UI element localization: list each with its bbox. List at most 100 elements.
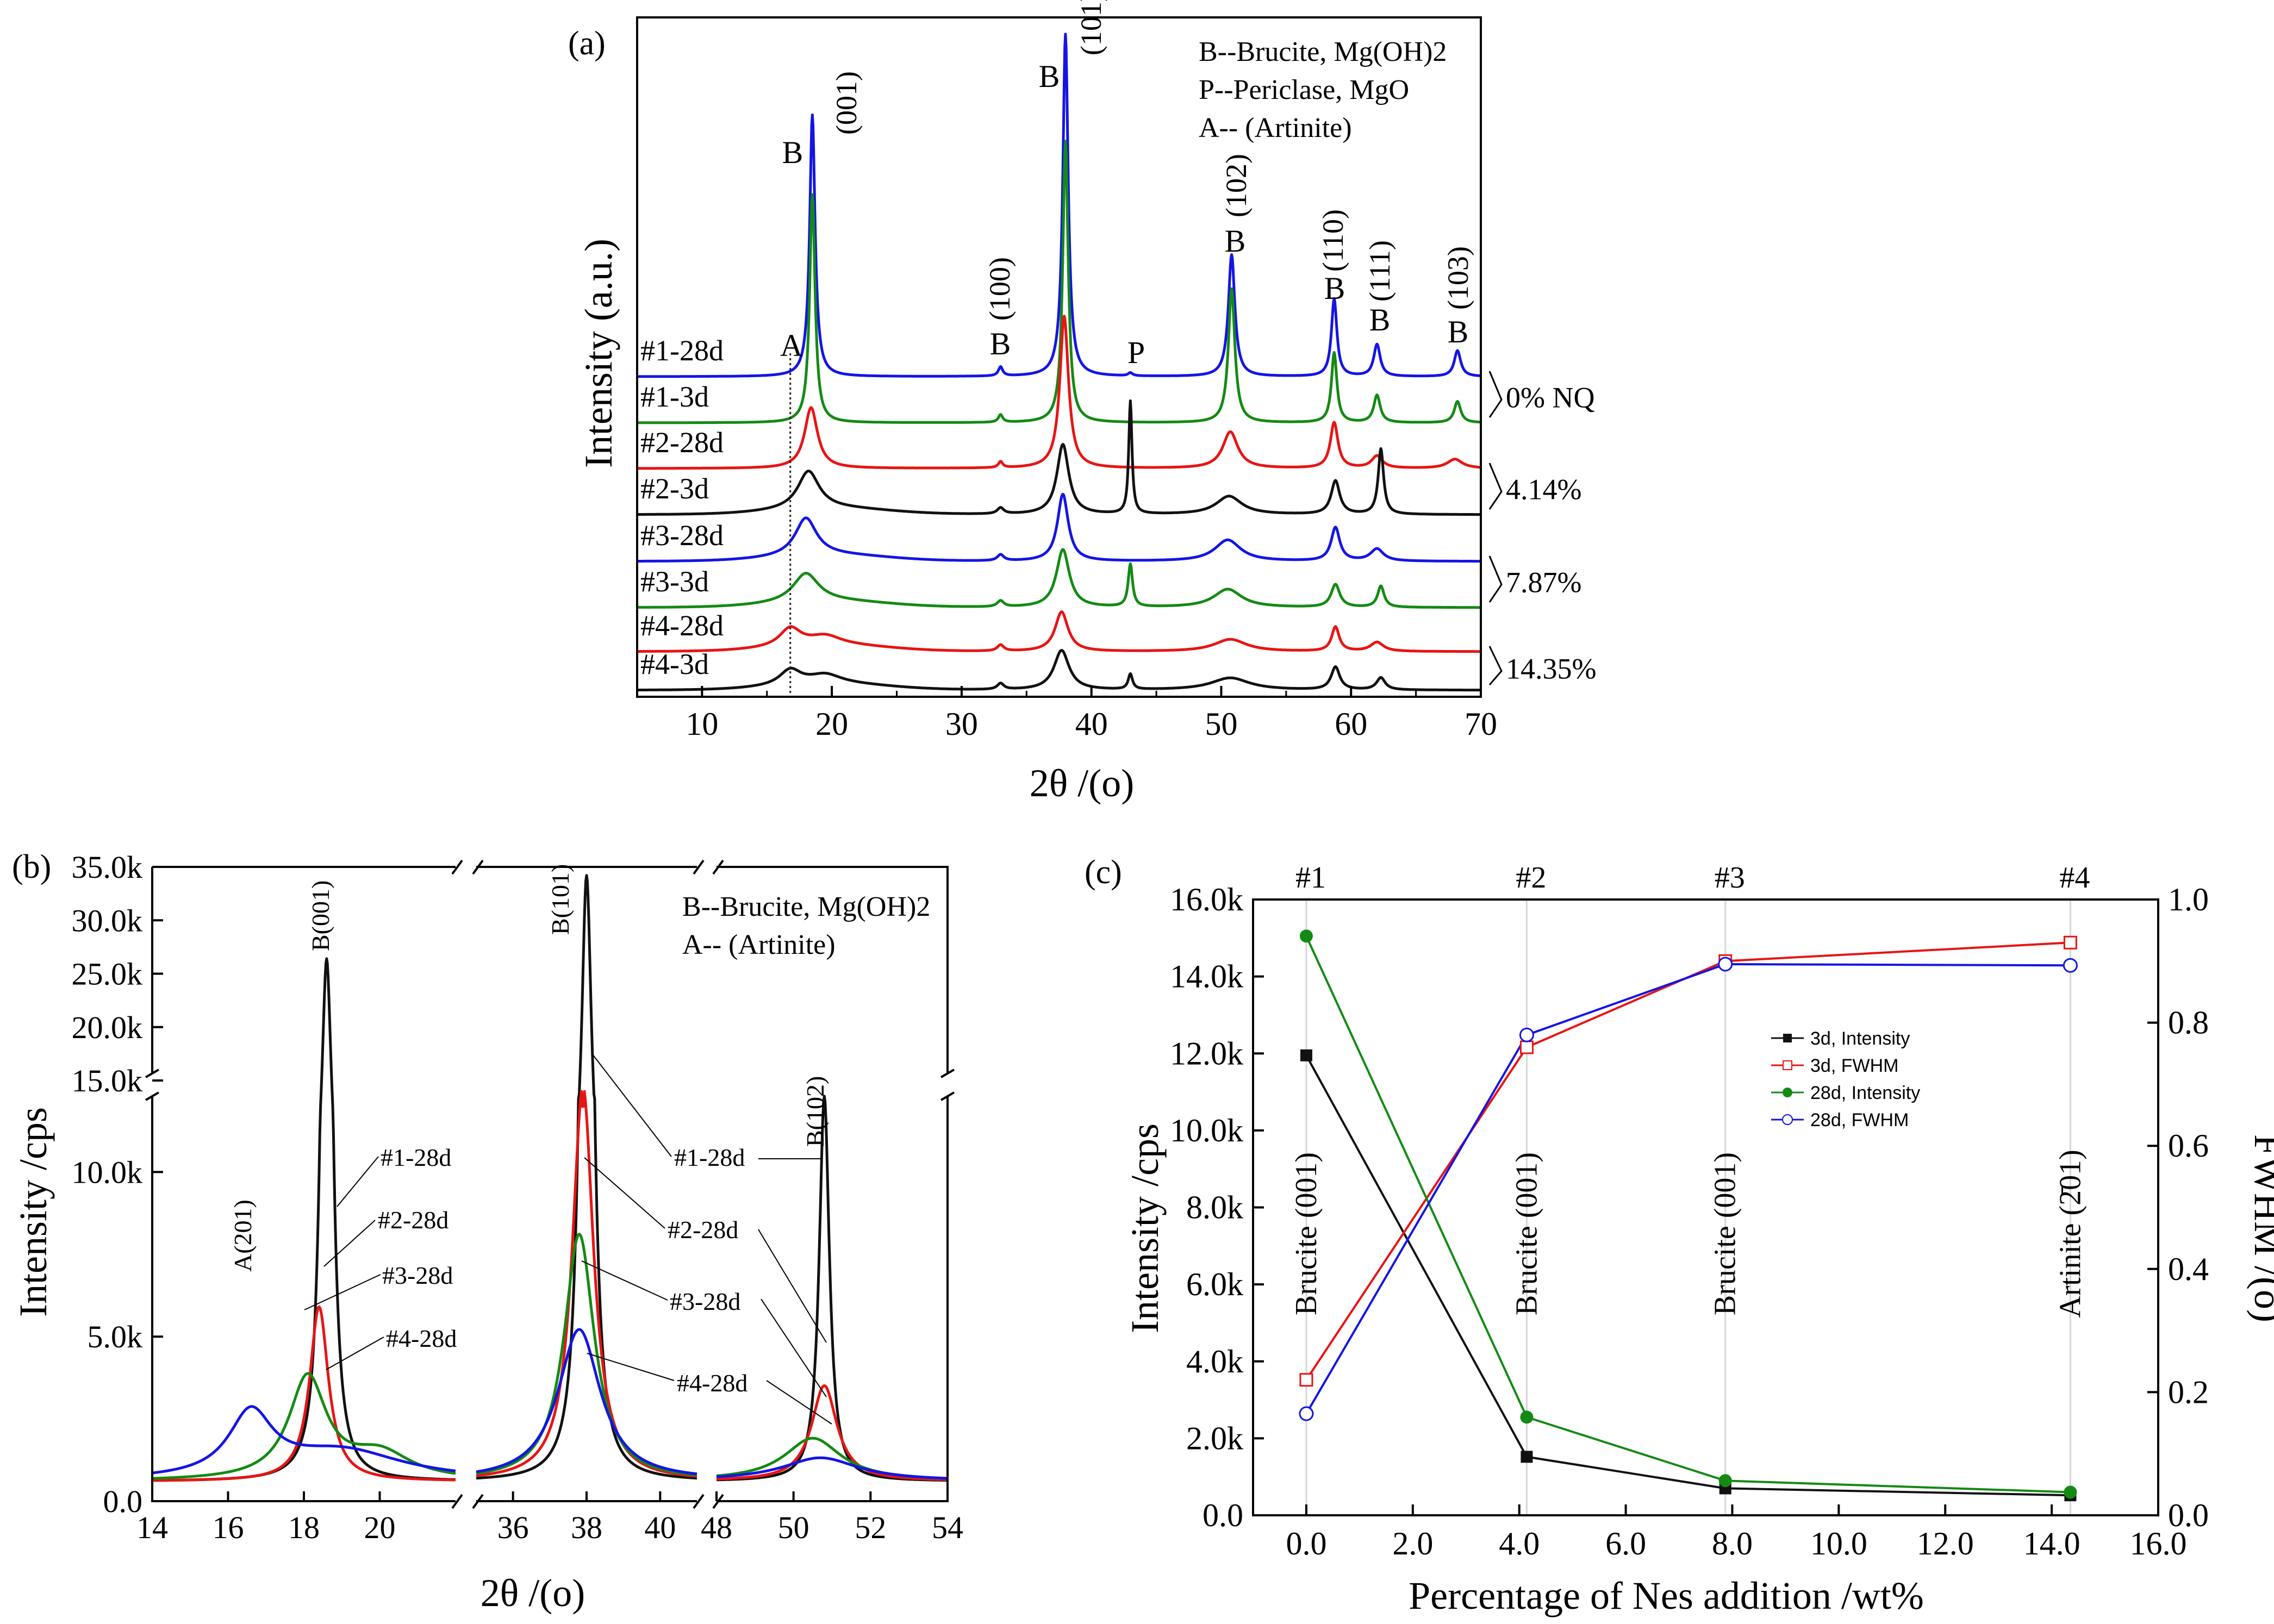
marker-28d-intensity-3	[2064, 1485, 2077, 1499]
hkl-label-111: (111)	[1363, 240, 1396, 302]
panel-a-frame	[636, 16, 1482, 698]
marker-28d-intensity-1	[1520, 1410, 1534, 1424]
trace-2-28d	[636, 315, 1482, 470]
panel-b: (b) Intensity /cps 2θ /(o) B--Brucite, M…	[11, 848, 963, 1615]
panel-c-ytick-label-6-0k: 6.0k	[1186, 1266, 1243, 1302]
trace-3-28d-segment-0	[151, 1372, 457, 1480]
legend-label-3d-fwhm: 3d, FWHM	[1810, 1055, 1898, 1076]
panel-c-ytick-label-0-0: 0.0	[1203, 1497, 1243, 1533]
peak-label-b-0: B	[782, 135, 803, 170]
legend-marker-3d-fwhm	[1783, 1060, 1792, 1070]
line-28d-intensity	[1305, 935, 2071, 1494]
panel-b-ytick-label-5-0k: 5.0k	[88, 1319, 143, 1354]
panel-b-xtick-label-52: 52	[855, 1510, 886, 1545]
curve-label-right-2-28d: #2-28d	[668, 1216, 738, 1244]
series-label-3-3d: #3-3d	[640, 565, 709, 598]
hkl-label-103: (103)	[1442, 246, 1474, 310]
panel-a-legend: B--Brucite, Mg(OH)2 P--Periclase, MgO A-…	[1199, 36, 1447, 143]
panel-c-y2tick-label-0-2: 0.2	[2168, 1374, 2209, 1410]
peak-label-b-101: B(101)	[546, 864, 574, 935]
panel-c-xtick-label-14.0: 14.0	[2023, 1526, 2080, 1561]
curve-label-right-4-28d: #4-28d	[677, 1369, 747, 1397]
panel-c-y2tick-label-0-6: 0.6	[2168, 1128, 2209, 1164]
panel-c-y2label: FWHM /(o)	[2246, 1134, 2274, 1322]
marker-28d-fwhm-3	[2063, 958, 2078, 973]
curve-label-right-1-28d: #1-28d	[674, 1144, 745, 1171]
panel-c-ytick-label-12-0k: 12.0k	[1170, 1035, 1243, 1071]
vertical-label-1: Brucite (001)	[1510, 1152, 1543, 1315]
marker-28d-intensity-0	[1299, 929, 1313, 943]
trace-3-28d	[636, 492, 1482, 563]
panel-b-ytick-label-0-0: 0.0	[103, 1484, 143, 1519]
trace-4-28d	[636, 610, 1482, 653]
panel-b-axes: 0.0 5.0k 10.0k 15.0k 20.0k 25.0k 30.0k 35.0k 14 1…	[72, 850, 964, 1545]
group-label-7-87: 7.87%	[1506, 566, 1581, 599]
trace-3-28d-segment-1	[475, 1233, 698, 1477]
peak-label-b-2: B	[1039, 59, 1060, 94]
pointer-right-0	[592, 1054, 672, 1157]
pointer-right-2	[581, 1260, 668, 1301]
panel-b-xtick-label-36: 36	[497, 1510, 529, 1545]
legend-label-28d-intensity: 28d, Intensity	[1810, 1083, 1920, 1103]
trace-1-28d-segment-2	[715, 1095, 949, 1482]
panel-b-ytick-label-10-0k: 10.0k	[72, 1154, 143, 1190]
pointer-right-1	[584, 1157, 665, 1229]
trace-3-3d	[636, 548, 1482, 609]
panel-c-label: (c)	[1085, 854, 1122, 891]
panel-c-ytick-label-8-0k: 8.0k	[1186, 1190, 1243, 1226]
panel-c-ytick-label-4-0k: 4.0k	[1186, 1344, 1243, 1379]
panel-b-ytick-label-20-0k: 20.0k	[72, 1010, 143, 1045]
trace-2-28d-segment-2	[715, 1384, 949, 1482]
marker-3d-fwhm-3	[2063, 935, 2077, 950]
panel-b-xtick-label-14: 14	[136, 1510, 168, 1545]
marker-28d-fwhm-2	[1718, 957, 1733, 972]
panel-b-xtick-label-38: 38	[571, 1510, 602, 1545]
panel-c-xtick-label-2.0: 2.0	[1392, 1526, 1433, 1561]
marker-3d-fwhm-0	[1299, 1373, 1313, 1387]
panel-b-xlabel: 2θ /(o)	[481, 1571, 585, 1615]
peak-label-b-3: B	[1225, 223, 1246, 259]
break-mark-0	[145, 1069, 160, 1078]
legend-marker-28d-intensity	[1783, 1088, 1792, 1097]
trace-4-3d	[636, 649, 1482, 692]
panel-a-xlabel: 2θ /(o)	[1030, 761, 1134, 805]
panel-c-xtick-label-0.0: 0.0	[1286, 1526, 1326, 1561]
pointer-left-0	[337, 1156, 379, 1207]
group-label-4-14: 4.14%	[1506, 473, 1581, 506]
panel-c-xtick-label-6.0: 6.0	[1605, 1526, 1646, 1561]
series-label-1-3d: #1-3d	[640, 380, 709, 413]
panel-a-series-labels: #1-28d #1-3d #2-28d #2-3d #3-28d #3-3d #4-28d #…	[640, 334, 724, 680]
panel-a: (a) Intensity (a.u.) 2θ /(o) B--Brucite,…	[568, 0, 1596, 805]
panel-b-legend: B--Brucite, Mg(OH)2 A-- (Artinite)	[682, 891, 930, 960]
peak-label-b-4: B	[1324, 271, 1345, 306]
line-3d-intensity	[1305, 1054, 2071, 1497]
panel-b-ytick-label-35-0k: 35.0k	[72, 850, 143, 885]
top-label-2: #2	[1516, 861, 1546, 895]
pointer-left-1	[323, 1220, 376, 1267]
hkl-label-100: (100)	[983, 257, 1016, 321]
panel-a-group-labels: 0% NQ 4.14% 7.87% 14.35%	[1488, 371, 1596, 685]
curve-label-left-3-28d: #3-28d	[382, 1261, 453, 1289]
marker-3d-intensity-1	[1521, 1451, 1533, 1463]
pointer-b102-4	[766, 1380, 832, 1425]
legend-marker-28d-fwhm	[1782, 1114, 1793, 1125]
trace-1-28d	[636, 33, 1482, 378]
panel-c-vertical-labels: Brucite (001) Brucite (001) Brucite (001) A…	[1289, 1150, 2087, 1317]
marker-28d-fwhm-1	[1519, 1027, 1534, 1042]
panel-b-ylabel: Intensity /cps	[11, 1107, 55, 1317]
legend-marker-3d-intensity	[1783, 1034, 1792, 1042]
panel-c-lines	[1305, 935, 2071, 1497]
trace-4-28d-segment-2	[715, 1456, 949, 1480]
panel-c-ytick-label-14-0k: 14.0k	[1170, 959, 1243, 995]
series-label-4-3d: #4-3d	[640, 648, 709, 680]
panel-b-xtick-label-18: 18	[288, 1510, 320, 1545]
pointer-right-3	[587, 1353, 675, 1381]
pointer-left-2	[304, 1274, 381, 1310]
pointer-b102-2	[758, 1229, 827, 1343]
vertical-label-3: Artinite (2̄01)	[2053, 1150, 2087, 1317]
curve-label-left-4-28d: #4-28d	[386, 1325, 457, 1352]
hkl-label-102: (102)	[1220, 154, 1253, 217]
panel-c-ytick-label-10-0k: 10.0k	[1170, 1113, 1243, 1148]
panel-c-xtick-label-4.0: 4.0	[1499, 1526, 1540, 1561]
